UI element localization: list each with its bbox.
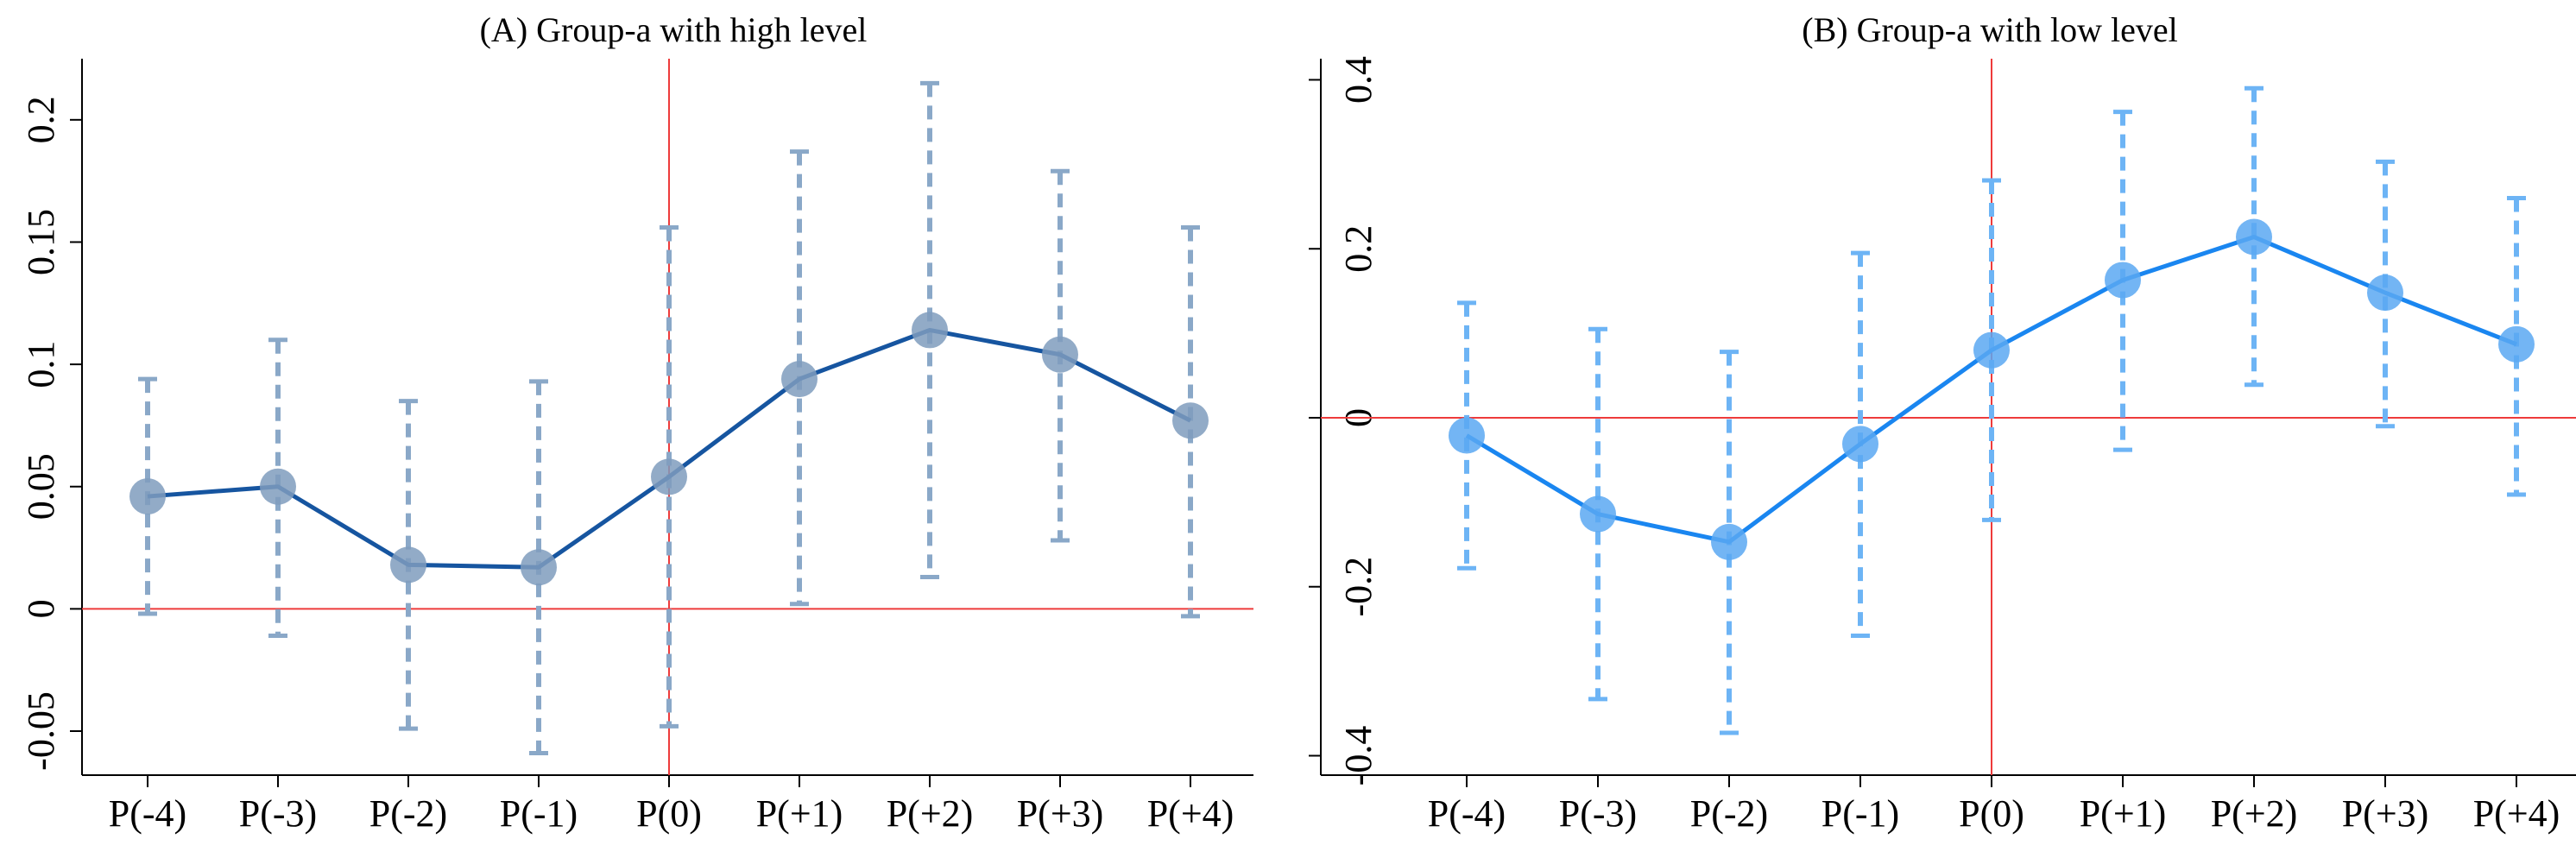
panel-b-ci-bar: [1457, 300, 1476, 571]
panel-a-y-tick-label: -0.05: [20, 691, 62, 771]
panel-b-y-tick-label: -0.4: [1337, 726, 1380, 786]
panel-b-point: [1842, 426, 1878, 463]
panel-a-ci-bar: [1181, 224, 1200, 619]
panel-b-point: [1711, 523, 1747, 560]
panel-a-title: (A) Group-a with high level: [480, 10, 868, 49]
panel-b-point: [2367, 274, 2403, 312]
panel-b-point: [1580, 495, 1616, 533]
panel-b-y-tick-label: -0.2: [1337, 557, 1380, 617]
panel-b-ci-bar: [2376, 159, 2395, 429]
panel-a-y-tick-label: 0.15: [20, 209, 62, 275]
panel-b-x-tick-label: P(+4): [2473, 792, 2560, 835]
panel-a-point: [912, 312, 948, 349]
panel-a-point: [260, 468, 296, 505]
panel-a-x-tick-label: P(+2): [887, 792, 974, 835]
panel-b-y-tick-label: 0.4: [1337, 56, 1380, 104]
panel-b-point: [2105, 262, 2141, 299]
panel-b-point: [2498, 325, 2535, 363]
panel-a-x-tick-label: P(-2): [369, 792, 447, 835]
panel-b-y-tick-label: 0.2: [1337, 225, 1380, 273]
panel-a-high-level: (A) Group-a with high level -0.05 0 0.05 0.…: [20, 10, 1253, 835]
panel-b-title: (B) Group-a with low level: [1802, 10, 2177, 49]
panel-a-point: [1172, 402, 1209, 439]
panel-a-x-tick-label: P(+1): [756, 792, 843, 835]
panel-a-point: [781, 361, 818, 398]
panel-a-x-tick-label: P(-4): [109, 792, 186, 835]
panel-b-x-tick-label: P(+2): [2211, 792, 2298, 835]
panel-a-x-tick-label: P(+3): [1017, 792, 1104, 835]
panel-b-point: [2236, 218, 2272, 256]
panel-a-y-tick-label: 0.05: [20, 453, 62, 520]
panel-b-x-tick-label: P(+1): [2080, 792, 2167, 835]
panel-b-point: [1449, 417, 1485, 454]
panel-b-x-tick-label: P(-1): [1822, 792, 1899, 835]
panel-a-point: [651, 458, 687, 495]
panel-b-point: [1973, 331, 2010, 369]
panel-b-x-tick-label: P(+3): [2342, 792, 2429, 835]
panel-a-x-tick-label: P(0): [636, 792, 702, 835]
panel-a-x-tick-label: P(-3): [239, 792, 317, 835]
panel-a-x-tick-label: P(-1): [500, 792, 578, 835]
panel-b-low-level: (B) Group-a with low level -0.4-0.200.20…: [1309, 10, 2576, 835]
panel-a-point: [129, 478, 166, 515]
panel-a-point: [521, 549, 557, 586]
panel-a-y-tick-label: 0: [20, 599, 62, 618]
panel-b-x-tick-label: P(-4): [1428, 792, 1506, 835]
panel-b-x-tick-label: P(0): [1959, 792, 2024, 835]
panel-a-point: [1042, 336, 1078, 373]
panel-b-x-tick-label: P(-3): [1559, 792, 1637, 835]
panel-a-y-tick-label: 0.2: [20, 96, 62, 143]
panel-a-point: [390, 546, 426, 584]
panel-a-x-tick-label: P(+4): [1147, 792, 1234, 835]
panel-b-x-tick-label: P(-2): [1690, 792, 1768, 835]
panel-a-y-tick-label: 0.1: [20, 341, 62, 388]
